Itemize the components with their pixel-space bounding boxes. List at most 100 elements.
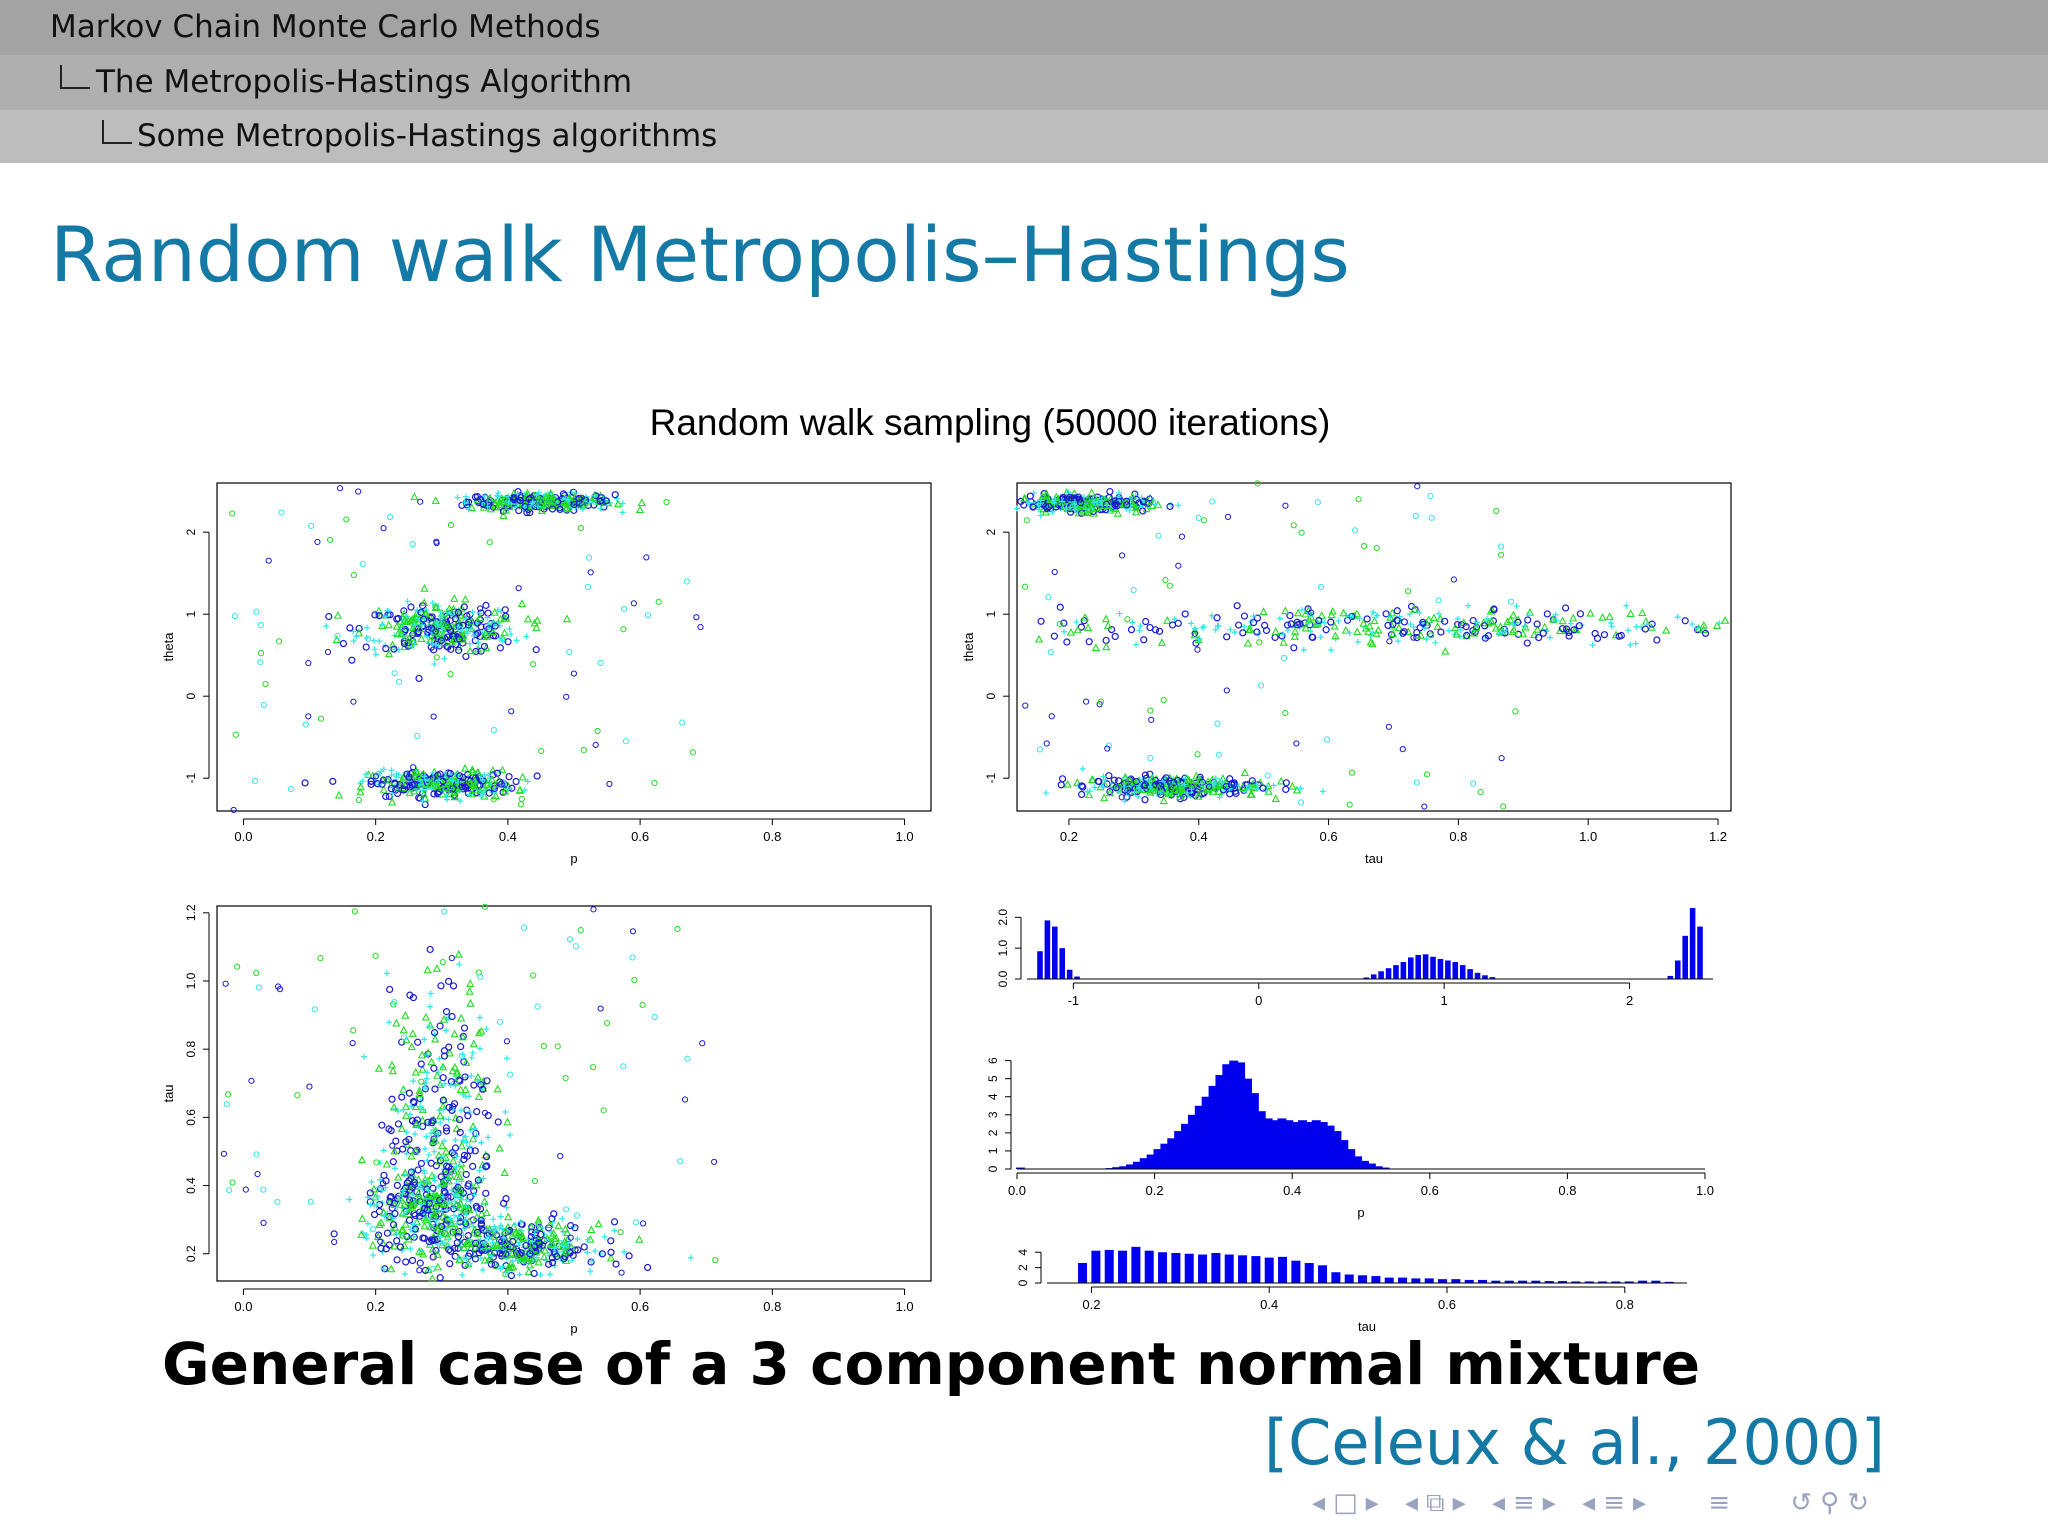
scatter-point [1393, 616, 1401, 624]
scatter-point [503, 1038, 511, 1045]
scatter-point [566, 936, 574, 943]
nav-toc-icon[interactable]: ≡ [1708, 1488, 1731, 1518]
scatter-point [421, 773, 428, 780]
scatter-point [404, 598, 411, 605]
scatter-point [1276, 615, 1283, 622]
nav-next-slide-icon[interactable]: ▸ [1632, 1488, 1647, 1518]
scatter-point [442, 1127, 451, 1135]
scatter-point [1441, 646, 1450, 655]
scatter-point [222, 980, 229, 987]
scatter-point [405, 1196, 414, 1204]
scatter-point [329, 777, 337, 785]
scatter-point [407, 1151, 416, 1160]
scatter-point [1066, 493, 1074, 501]
scatter-point [493, 1084, 502, 1093]
y-tick-label: 0.6 [184, 1109, 198, 1126]
scatter-point [380, 525, 387, 532]
scatter-point [421, 1170, 428, 1177]
scatter-point [451, 1198, 458, 1205]
scatter-point [359, 560, 366, 567]
scatter-point [265, 557, 272, 564]
nav-next-subsection-icon[interactable]: ▸ [1542, 1488, 1556, 1518]
scatter-point [455, 1172, 464, 1181]
scatter-point [1076, 499, 1085, 507]
histogram-bar [1208, 1085, 1218, 1169]
scatter-point [367, 1201, 374, 1208]
scatter-point [1317, 611, 1326, 619]
scatter-point [1712, 621, 1722, 629]
y-tick-label: 0.2 [184, 1245, 198, 1262]
scatter-point [1374, 625, 1383, 634]
scatter-point [439, 1096, 447, 1104]
y-tick-label: -1 [184, 773, 198, 784]
scatter-point [1558, 616, 1567, 625]
scatter-point [433, 1197, 442, 1206]
nav-prev-section-icon[interactable]: ◂ [1404, 1488, 1419, 1518]
scatter-point [1178, 533, 1186, 540]
scatter-point [1387, 631, 1396, 639]
scatter-point [1059, 498, 1066, 505]
nav-prev-frame-icon[interactable]: ◂ [1312, 1488, 1326, 1518]
histogram-bar [1504, 1280, 1514, 1283]
nav-frame-icon[interactable]: □ [1333, 1488, 1358, 1518]
nav-subsection-icon[interactable]: ≡ [1513, 1488, 1535, 1518]
nav-undo-icon[interactable]: ↺ [1790, 1488, 1813, 1518]
x-tick-label: 1.0 [896, 1299, 914, 1314]
scatter-point [461, 1261, 469, 1269]
scatter-point [1079, 765, 1086, 772]
scatter-point [516, 1271, 523, 1278]
scatter-point [522, 1242, 530, 1250]
scatter-point [439, 1193, 446, 1200]
scatter-point [454, 1193, 461, 1200]
scatter-point [1429, 613, 1439, 622]
scatter-point [563, 1228, 572, 1237]
scatter-point [1174, 619, 1182, 627]
scatter-point [430, 713, 437, 720]
histogram-bar [1353, 1156, 1363, 1169]
histogram-bar [1215, 1075, 1225, 1169]
scatter-point [532, 646, 540, 654]
scatter-point [466, 1249, 474, 1257]
histogram-bar [1187, 1114, 1197, 1169]
scatter-point [372, 773, 379, 780]
scatter-point [418, 1247, 425, 1254]
scatter-point [604, 1020, 611, 1027]
scatter-point [447, 521, 455, 529]
chart-5 [1005, 1060, 1706, 1179]
scatter-point [1053, 496, 1062, 505]
scatter-point [1433, 622, 1442, 630]
nav-prev-subsection-icon[interactable]: ◂ [1491, 1488, 1505, 1518]
scatter-point [496, 1249, 504, 1258]
scatter-point [436, 1055, 443, 1062]
scatter-point [453, 1163, 460, 1170]
nav-next-frame-icon[interactable]: ▸ [1365, 1488, 1379, 1518]
histogram-bar [1304, 1122, 1314, 1169]
nav-section-icon[interactable]: ⧉ [1426, 1488, 1445, 1518]
scatter-point [1181, 781, 1188, 788]
nav-next-section-icon[interactable]: ▸ [1452, 1488, 1466, 1518]
scatter-point [453, 1153, 460, 1160]
scatter-point [417, 1159, 425, 1168]
scatter-point [1533, 620, 1541, 628]
scatter-point [631, 976, 638, 984]
scatter-point [492, 1227, 499, 1234]
scatter-point [1100, 793, 1109, 802]
scatter-point [432, 964, 442, 972]
scatter-point [225, 1091, 232, 1098]
nav-prev-slide-icon[interactable]: ◂ [1582, 1488, 1596, 1518]
scatter-point [377, 1238, 384, 1245]
nav-redo-icon[interactable]: ↻ [1847, 1488, 1870, 1518]
x-tick-label: 0.8 [1558, 1183, 1576, 1198]
nav-search-icon[interactable]: ⚲ [1820, 1488, 1840, 1518]
scatter-point [545, 1220, 554, 1229]
scatter-point [473, 493, 482, 501]
scatter-point [597, 659, 604, 667]
histogram-bar [1651, 1280, 1661, 1283]
scatter-point [438, 613, 445, 620]
scatter-point [390, 645, 398, 653]
scatter-point [414, 1038, 422, 1046]
scatter-point [1208, 612, 1215, 619]
scatter-point [573, 1212, 581, 1219]
scatter-point [1369, 629, 1376, 636]
nav-slide-icon[interactable]: ≡ [1603, 1488, 1625, 1518]
